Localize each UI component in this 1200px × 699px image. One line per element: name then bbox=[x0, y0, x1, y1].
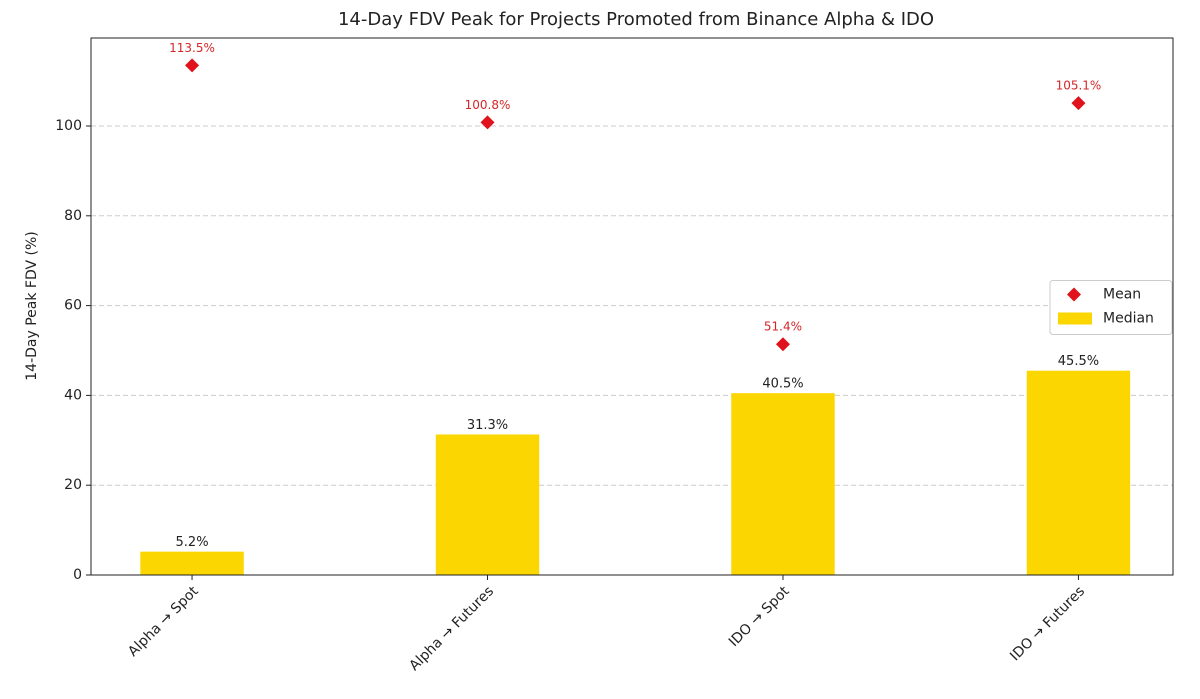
y-axis-label: 14-Day Peak FDV (%) bbox=[24, 231, 40, 381]
x-tick-label: Alpha → Futures bbox=[406, 583, 497, 674]
bar bbox=[731, 393, 835, 575]
y-tick-label: 20 bbox=[64, 477, 82, 493]
legend-swatch bbox=[1058, 312, 1092, 325]
value-label: 40.5% bbox=[762, 377, 803, 392]
y-tick-label: 0 bbox=[73, 567, 82, 583]
y-tick-label: 100 bbox=[55, 118, 82, 134]
mean-marker bbox=[775, 337, 790, 352]
value-label: 31.3% bbox=[467, 418, 508, 433]
value-label: 5.2% bbox=[176, 535, 209, 550]
bar bbox=[435, 434, 540, 575]
y-tick-label: 40 bbox=[64, 387, 82, 403]
value-label: 100.8% bbox=[465, 98, 511, 112]
y-tick-label: 80 bbox=[64, 208, 82, 224]
chart-title: 14-Day FDV Peak for Projects Promoted fr… bbox=[338, 9, 934, 30]
plot-frame bbox=[90, 37, 1174, 576]
legend-label: Median bbox=[1103, 311, 1154, 327]
value-label: 113.5% bbox=[169, 41, 215, 55]
value-label: 45.5% bbox=[1058, 354, 1099, 369]
mean-marker bbox=[185, 58, 200, 73]
y-tick-label: 60 bbox=[64, 298, 82, 314]
bar bbox=[140, 551, 244, 575]
mean-marker bbox=[1071, 96, 1086, 111]
legend: Mean Median bbox=[1049, 280, 1173, 335]
x-tick-label: Alpha → Spot bbox=[125, 583, 202, 660]
value-label: 51.4% bbox=[764, 320, 802, 334]
legend-label: Mean bbox=[1103, 287, 1141, 303]
x-tick-label: IDO → Futures bbox=[1007, 583, 1088, 664]
mean-marker bbox=[480, 115, 495, 130]
bar bbox=[1026, 370, 1131, 575]
value-label: 105.1% bbox=[1056, 79, 1102, 93]
legend-marker bbox=[1067, 287, 1081, 302]
x-tick-label: IDO → Spot bbox=[726, 583, 793, 650]
